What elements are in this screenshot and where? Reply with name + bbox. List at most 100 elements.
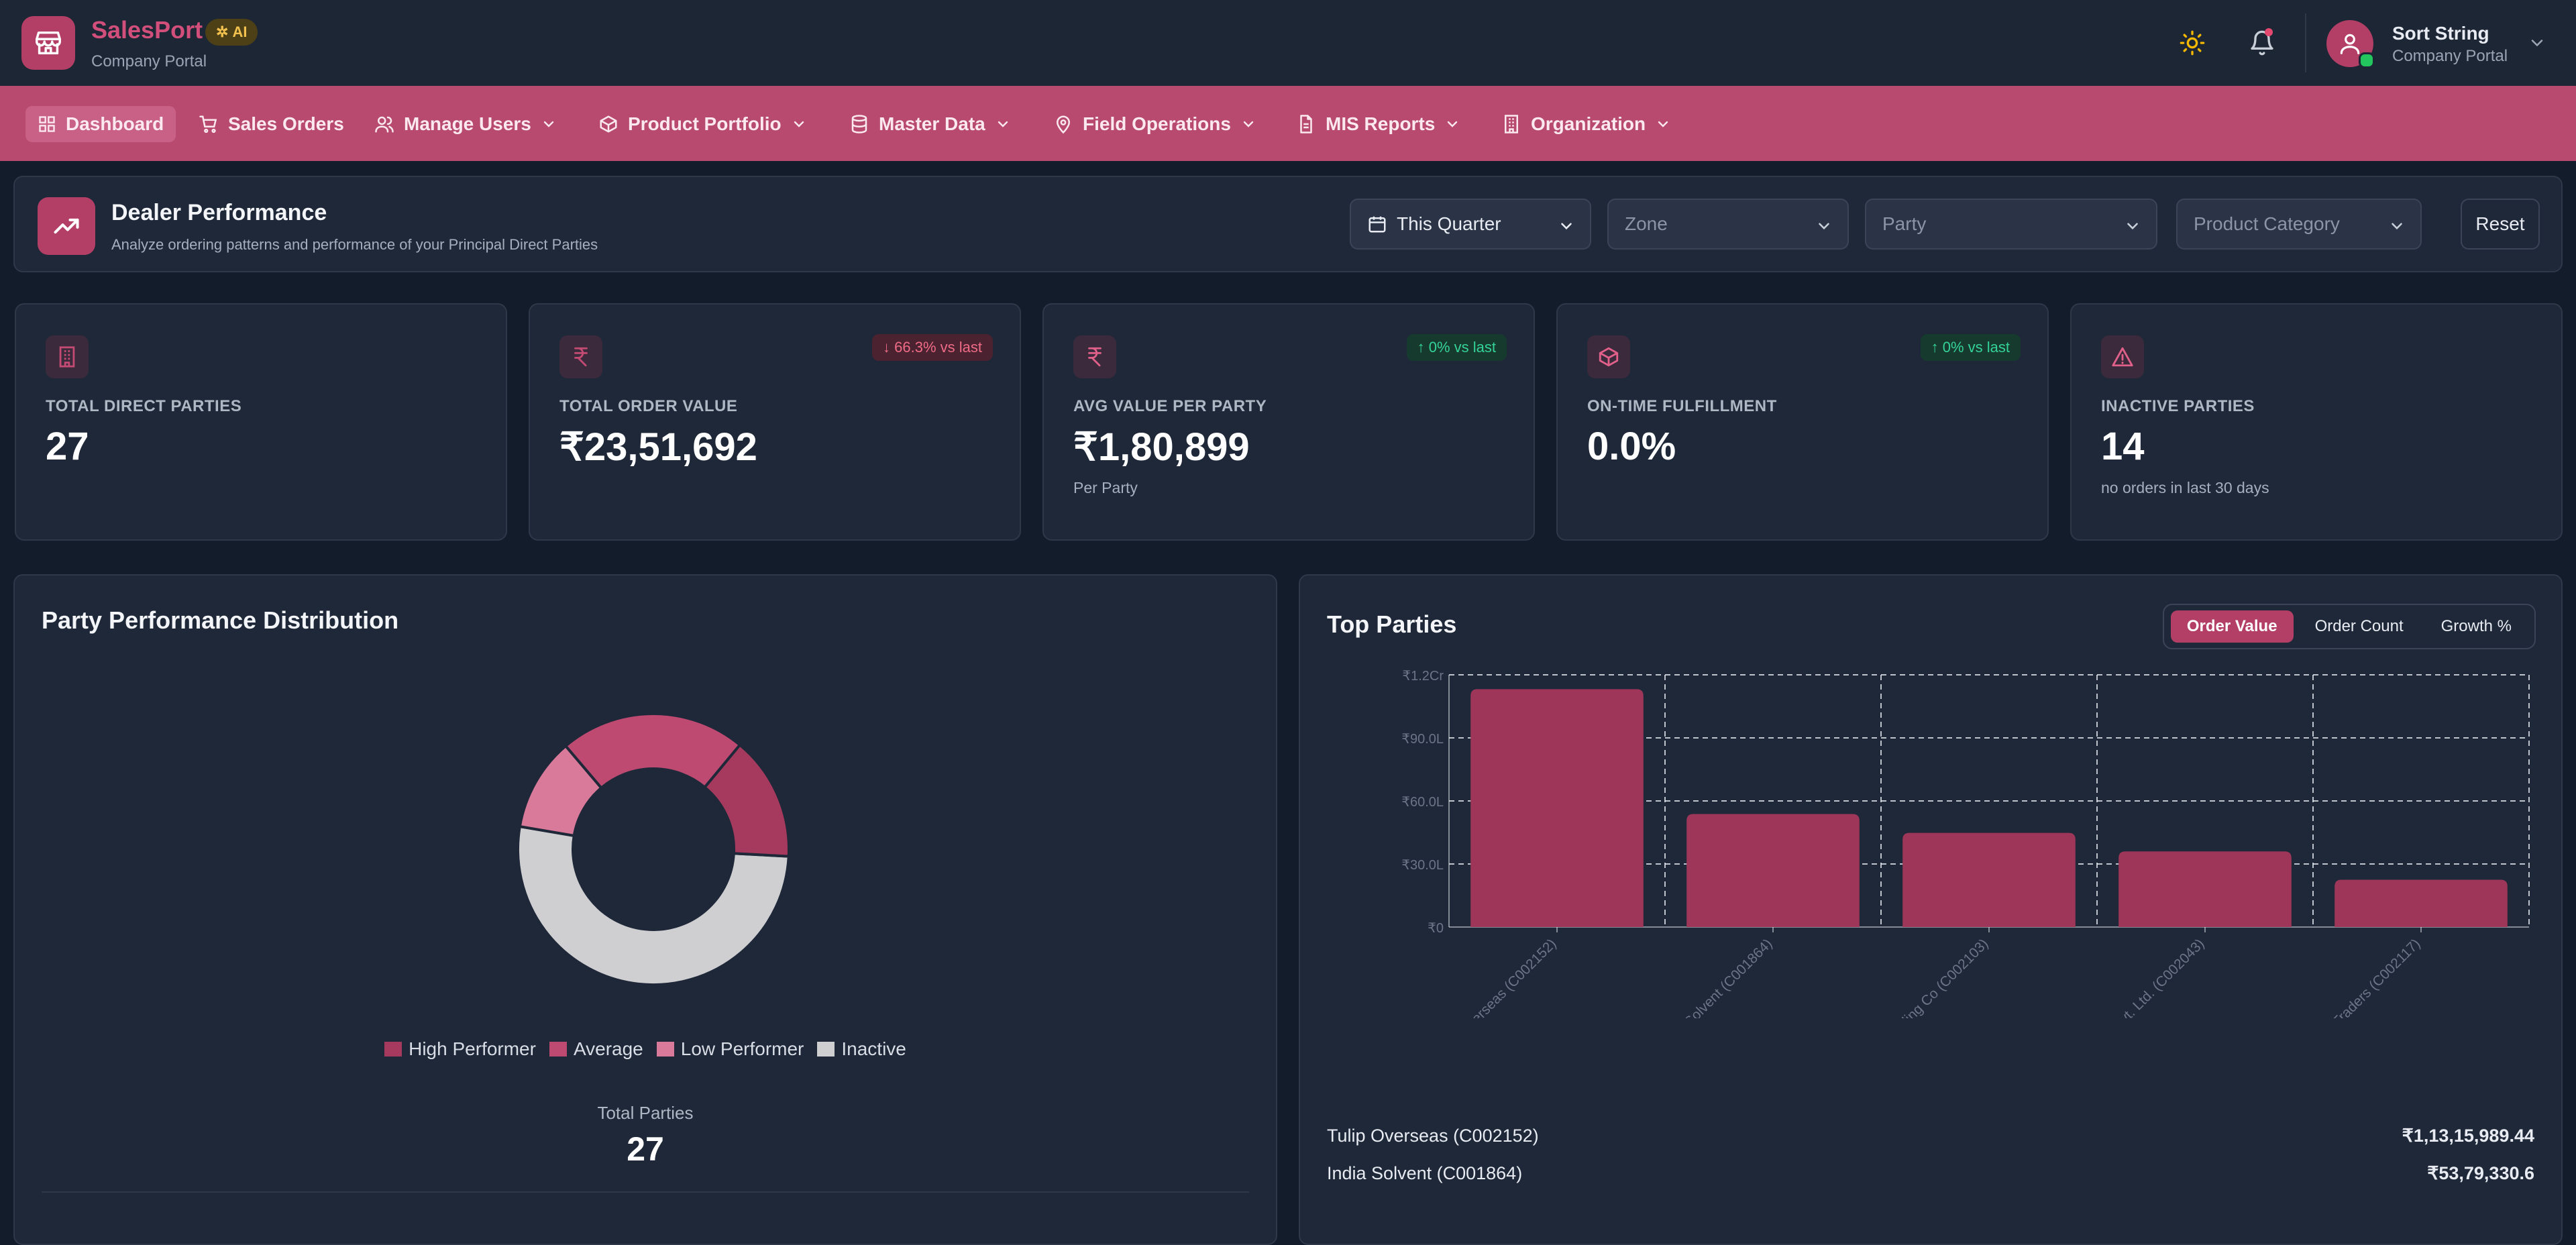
sparkle-icon: ✲ bbox=[216, 23, 229, 40]
file-icon bbox=[1300, 115, 1312, 133]
trending-up-icon bbox=[38, 197, 95, 255]
chevron-down-icon bbox=[998, 121, 1008, 127]
party-value: ₹53,79,330.6 bbox=[2427, 1162, 2534, 1183]
legend-item-high-performer[interactable]: High Performer bbox=[384, 1038, 536, 1060]
nav-organization-label: Organization bbox=[1531, 113, 1646, 134]
chevron-down-icon bbox=[1819, 223, 1829, 230]
toggle-order-value[interactable]: Order Value bbox=[2170, 610, 2294, 643]
donut-slice-inactive[interactable] bbox=[516, 824, 790, 987]
nav-mis-reports[interactable]: MIS Reports bbox=[1284, 106, 1472, 142]
bar[interactable] bbox=[2334, 879, 2508, 928]
chart-legend: High Performer Average Low Performer Ina… bbox=[15, 1038, 1276, 1060]
reset-button[interactable]: Reset bbox=[2461, 199, 2540, 250]
legend-item-low-performer[interactable]: Low Performer bbox=[656, 1038, 804, 1060]
y-tick-label: ₹1.2Cr bbox=[1402, 669, 1444, 684]
page-header-card: Dealer Performance Analyze ordering patt… bbox=[13, 176, 2563, 272]
legend-swatch bbox=[656, 1042, 674, 1057]
kpi-card-total-parties: TOTAL DIRECT PARTIES 27 bbox=[15, 303, 507, 541]
kpi-footnote: no orders in last 30 days bbox=[2101, 479, 2269, 496]
top-parties-card: Top Parties Order Value Order Count Grow… bbox=[1299, 574, 2563, 1245]
nav-dashboard-label: Dashboard bbox=[66, 113, 164, 134]
package-icon bbox=[1587, 335, 1630, 378]
toggle-growth[interactable]: Growth % bbox=[2440, 617, 2512, 635]
kpi-card-inactive-parties: INACTIVE PARTIES 14 no orders in last 30… bbox=[2070, 303, 2563, 541]
nav-manage-users-label: Manage Users bbox=[404, 113, 531, 134]
period-select[interactable]: This Quarter bbox=[1350, 199, 1591, 250]
user-name[interactable]: Sort String bbox=[2392, 23, 2489, 44]
online-status-dot bbox=[2359, 52, 2375, 68]
nav-master-data[interactable]: Master Data bbox=[837, 106, 1023, 142]
kpi-value: ₹1,80,899 bbox=[1073, 425, 1250, 469]
chevron-down-icon bbox=[794, 121, 804, 127]
legend-swatch bbox=[384, 1042, 402, 1057]
main-navigation: Dashboard Sales Orders Manage Users Prod… bbox=[0, 86, 2576, 161]
page-title: Dealer Performance bbox=[111, 200, 327, 225]
toggle-order-count[interactable]: Order Count bbox=[2314, 617, 2404, 635]
kpi-card-on-time-fulfillment: ↑ 0% vs last ON-TIME FULFILLMENT 0.0% bbox=[1556, 303, 2049, 541]
y-tick-label: ₹60.0L bbox=[1401, 795, 1444, 810]
product-category-select[interactable]: Product Category bbox=[2176, 199, 2422, 250]
bar[interactable] bbox=[2118, 851, 2292, 927]
legend-label: Average bbox=[573, 1038, 643, 1059]
bar[interactable] bbox=[1686, 814, 1860, 927]
nav-organization[interactable]: Organization bbox=[1489, 106, 1683, 142]
legend-label: Inactive bbox=[841, 1038, 906, 1059]
chevron-down-icon bbox=[1243, 121, 1254, 127]
chevron-down-icon bbox=[1448, 121, 1458, 127]
kpi-label: AVG VALUE PER PARTY bbox=[1073, 397, 1267, 415]
party-row[interactable]: India Solvent (C001864) ₹53,79,330.6 bbox=[1327, 1156, 2534, 1190]
alert-triangle-icon bbox=[2101, 335, 2144, 378]
nav-product-portfolio[interactable]: Product Portfolio bbox=[586, 106, 819, 142]
section-title: Party Performance Distribution bbox=[42, 606, 399, 634]
nav-manage-users[interactable]: Manage Users bbox=[362, 106, 569, 142]
rupee-icon bbox=[559, 335, 602, 378]
store-logo-icon[interactable] bbox=[21, 16, 75, 70]
user-org: Company Portal bbox=[2392, 47, 2508, 65]
donut-slice-high-performer[interactable] bbox=[702, 743, 790, 858]
donut-slice-average[interactable] bbox=[564, 712, 742, 790]
notification-bell-icon[interactable] bbox=[2243, 24, 2281, 62]
nav-sales-orders[interactable]: Sales Orders bbox=[186, 106, 356, 142]
app-name: SalesPort bbox=[91, 16, 203, 44]
y-tick-label: ₹0 bbox=[1428, 921, 1444, 936]
legend-item-inactive[interactable]: Inactive bbox=[817, 1038, 906, 1060]
grid-icon bbox=[39, 116, 55, 132]
top-parties-bar-chart: ₹0 ₹30.0L ₹60.0L ₹90.0L ₹1.2Cr Tulip Overseas… bbox=[1401, 669, 2530, 1018]
nav-field-operations[interactable]: Field Operations bbox=[1041, 106, 1269, 142]
nav-mis-reports-label: MIS Reports bbox=[1326, 113, 1436, 134]
calendar-icon bbox=[1368, 216, 1386, 233]
kpi-value: 0.0% bbox=[1587, 425, 1676, 468]
header-divider bbox=[2305, 13, 2306, 72]
party-select[interactable]: Party bbox=[1865, 199, 2157, 250]
bar[interactable] bbox=[1902, 832, 2076, 927]
app-subtitle: Company Portal bbox=[91, 52, 207, 70]
chevron-down-icon bbox=[543, 121, 554, 127]
ai-badge: ✲ AI bbox=[205, 19, 258, 46]
x-tick-label: Shree Vaishno Traders (C002117) bbox=[2262, 936, 2423, 1018]
nav-master-data-label: Master Data bbox=[879, 113, 985, 134]
zone-select[interactable]: Zone bbox=[1607, 199, 1849, 250]
theme-toggle-sun-icon[interactable] bbox=[2174, 24, 2211, 62]
nav-dashboard[interactable]: Dashboard bbox=[25, 106, 176, 142]
zone-select-placeholder: Zone bbox=[1625, 213, 1668, 234]
chevron-down-icon bbox=[2127, 223, 2138, 230]
notification-dot bbox=[2265, 28, 2273, 36]
party-name: Tulip Overseas (C002152) bbox=[1327, 1125, 1539, 1146]
x-tick-label: ...es And Pulses Pvt. Ltd. (C002043) bbox=[2036, 936, 2208, 1018]
user-avatar[interactable] bbox=[2326, 20, 2375, 68]
kpi-label: ON-TIME FULFILLMENT bbox=[1587, 397, 1777, 415]
total-parties-value: 27 bbox=[627, 1130, 664, 1168]
kpi-label: INACTIVE PARTIES bbox=[2101, 397, 2255, 415]
trend-badge: ↑ 0% vs last bbox=[1920, 334, 2021, 361]
y-tick-label: ₹90.0L bbox=[1401, 732, 1444, 747]
legend-swatch bbox=[549, 1042, 567, 1057]
kpi-value: 27 bbox=[46, 425, 89, 468]
building-icon bbox=[1505, 115, 1518, 133]
party-row[interactable]: Tulip Overseas (C002152) ₹1,13,15,989.44 bbox=[1327, 1119, 2534, 1152]
rupee-icon bbox=[1073, 335, 1116, 378]
legend-item-average[interactable]: Average bbox=[549, 1038, 643, 1060]
bar[interactable] bbox=[1470, 689, 1644, 927]
user-menu-chevron-icon[interactable] bbox=[2528, 34, 2546, 52]
kpi-label: TOTAL DIRECT PARTIES bbox=[46, 397, 242, 415]
distribution-card: Party Performance Distribution High Perf… bbox=[13, 574, 1277, 1245]
